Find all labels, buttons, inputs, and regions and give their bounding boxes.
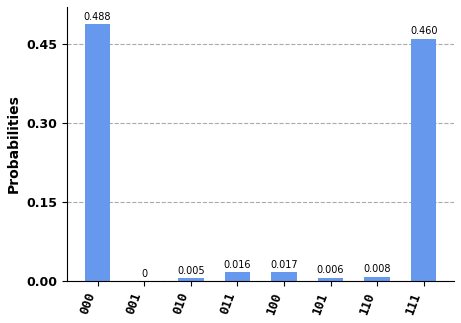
Text: 0.006: 0.006 [317, 266, 344, 276]
Text: 0.460: 0.460 [410, 26, 437, 36]
Y-axis label: Probabilities: Probabilities [7, 94, 21, 193]
Text: 0.005: 0.005 [177, 266, 205, 276]
Text: 0.488: 0.488 [84, 12, 112, 22]
Text: 0.017: 0.017 [270, 260, 298, 270]
Bar [271, 272, 297, 281]
Bar [85, 24, 111, 281]
Bar [411, 38, 437, 281]
Text: 0: 0 [141, 269, 147, 279]
Bar [225, 272, 250, 281]
Bar [318, 277, 343, 281]
Bar [178, 278, 204, 281]
Bar [364, 276, 390, 281]
Text: 0.008: 0.008 [363, 265, 391, 275]
Text: 0.016: 0.016 [224, 260, 251, 270]
